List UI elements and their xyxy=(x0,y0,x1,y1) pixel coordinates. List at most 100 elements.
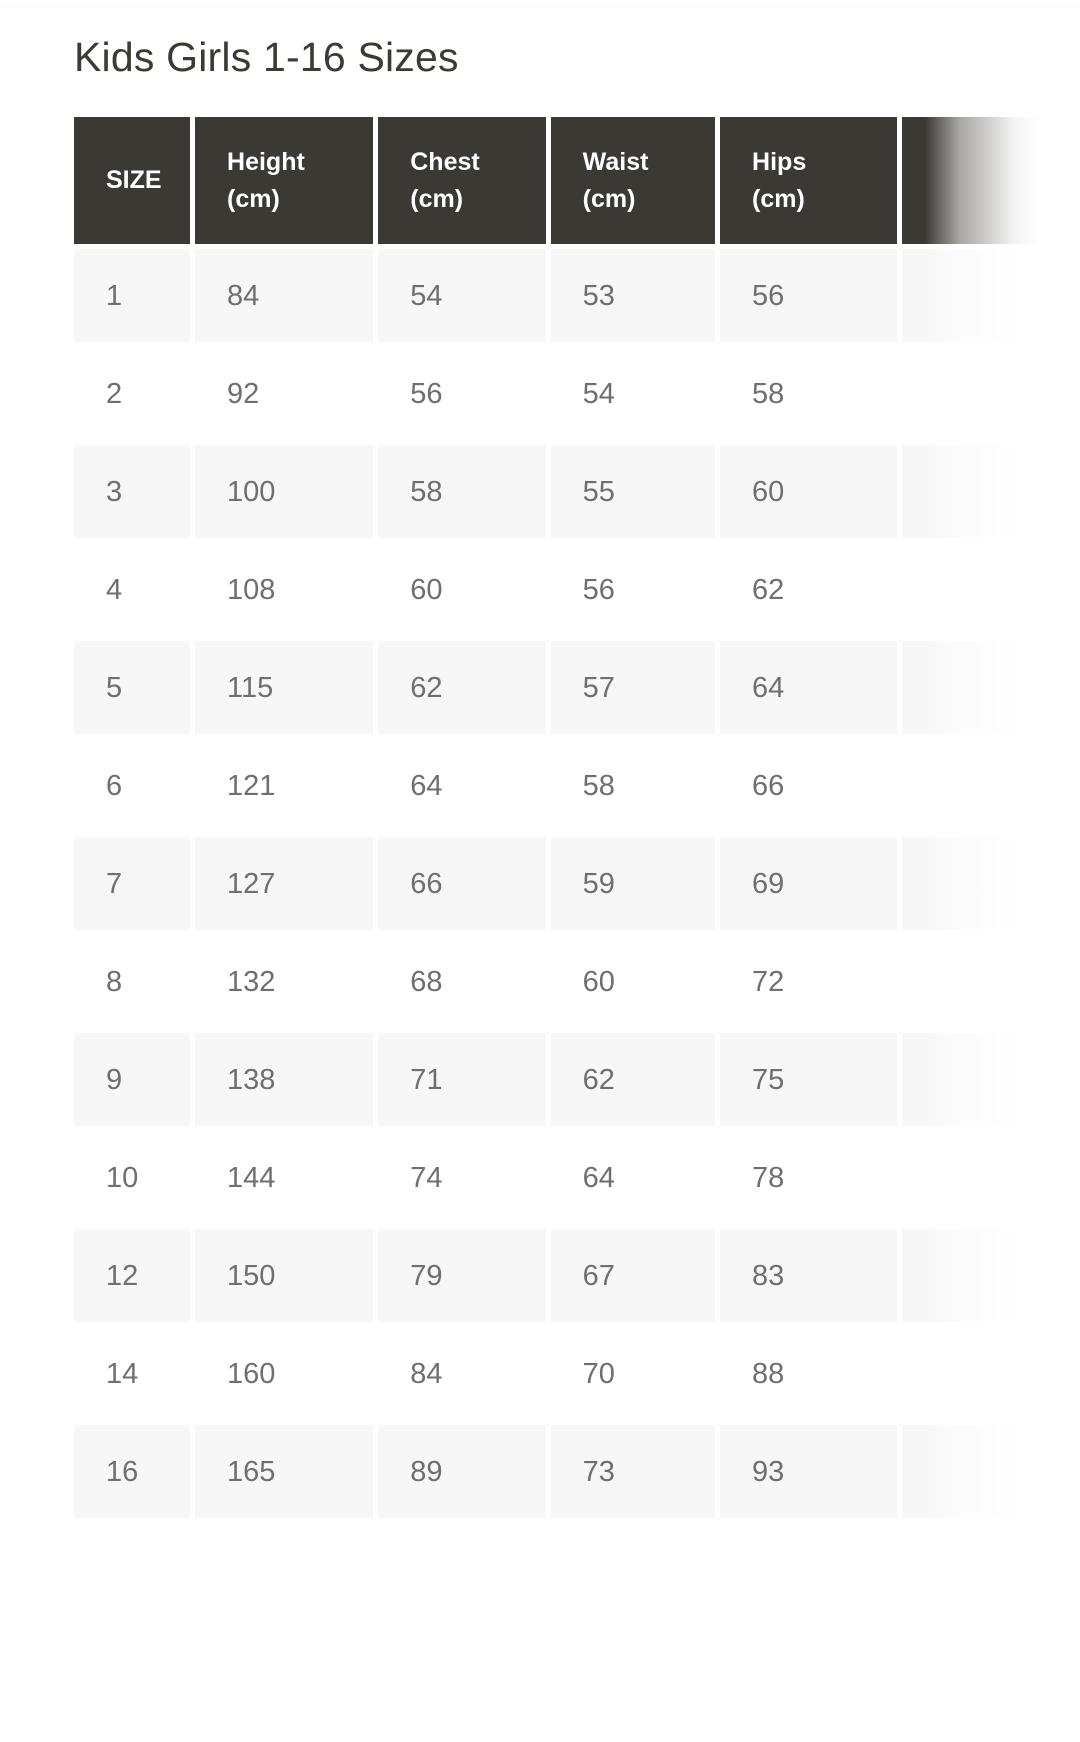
cell-hips: 88 xyxy=(720,1327,897,1420)
cell-chest: 58 xyxy=(378,445,546,538)
table-row: 4 108 60 56 62 xyxy=(74,543,1075,636)
column-header-unit: (cm) xyxy=(752,184,805,213)
cell-waist: 53 xyxy=(550,249,716,342)
cell-height: 144 xyxy=(195,1131,374,1224)
cell-chest: 71 xyxy=(378,1033,546,1126)
table-header: SIZE Height (cm) Chest (cm) Waist (cm) Hips (cm) xyxy=(74,117,1075,244)
cell-height: 138 xyxy=(195,1033,374,1126)
column-header-label: Waist xyxy=(582,147,649,176)
table-row: 2 92 56 54 58 xyxy=(74,347,1075,440)
table-header-row: SIZE Height (cm) Chest (cm) Waist (cm) Hips (cm) xyxy=(74,117,1075,244)
cell-chest: 68 xyxy=(378,935,546,1028)
cell-size: 16 xyxy=(74,1425,191,1518)
table-row: 1 84 54 53 56 xyxy=(74,249,1075,342)
cell-size: 14 xyxy=(74,1327,191,1420)
cell-chest: 56 xyxy=(378,347,546,440)
cell-overflow-spacer xyxy=(901,641,1075,734)
cell-chest: 89 xyxy=(378,1425,546,1518)
table-row: 5 115 62 57 64 xyxy=(74,641,1075,734)
cell-size: 2 xyxy=(74,347,191,440)
cell-overflow-spacer xyxy=(901,1425,1075,1518)
cell-overflow-spacer xyxy=(901,1131,1075,1224)
cell-hips: 58 xyxy=(720,347,897,440)
cell-height: 160 xyxy=(195,1327,374,1420)
column-header-unit: (cm) xyxy=(582,184,636,213)
cell-waist: 55 xyxy=(550,445,716,538)
cell-waist: 54 xyxy=(550,347,716,440)
cell-waist: 64 xyxy=(550,1131,716,1224)
cell-chest: 84 xyxy=(378,1327,546,1420)
cell-size: 5 xyxy=(74,641,191,734)
cell-hips: 64 xyxy=(720,641,897,734)
column-header-overflow-spacer xyxy=(901,117,1075,244)
cell-overflow-spacer xyxy=(901,347,1075,440)
size-chart-table: SIZE Height (cm) Chest (cm) Waist (cm) Hips (cm)… xyxy=(69,117,1080,1523)
cell-hips: 56 xyxy=(720,249,897,342)
table-row: 6 121 64 58 66 xyxy=(74,739,1075,832)
column-header-label: Height xyxy=(227,147,305,176)
cell-chest: 74 xyxy=(378,1131,546,1224)
cell-chest: 79 xyxy=(378,1229,546,1322)
cell-size: 9 xyxy=(74,1033,191,1126)
cell-hips: 66 xyxy=(720,739,897,832)
cell-size: 4 xyxy=(74,543,191,636)
cell-waist: 70 xyxy=(550,1327,716,1420)
cell-height: 127 xyxy=(195,837,374,930)
cell-size: 12 xyxy=(74,1229,191,1322)
column-header-waist[interactable]: Waist (cm) xyxy=(550,117,716,244)
cell-chest: 64 xyxy=(378,739,546,832)
column-header-unit: (cm) xyxy=(227,184,280,213)
cell-height: 108 xyxy=(195,543,374,636)
column-header-size[interactable]: SIZE xyxy=(74,117,191,244)
cell-size: 1 xyxy=(74,249,191,342)
cell-hips: 75 xyxy=(720,1033,897,1126)
cell-hips: 69 xyxy=(720,837,897,930)
cell-waist: 73 xyxy=(550,1425,716,1518)
column-header-label: SIZE xyxy=(106,166,162,194)
cell-waist: 59 xyxy=(550,837,716,930)
cell-overflow-spacer xyxy=(901,249,1075,342)
cell-height: 100 xyxy=(195,445,374,538)
top-divider xyxy=(0,3,1080,8)
table-row: 16 165 89 73 93 xyxy=(74,1425,1075,1518)
cell-height: 121 xyxy=(195,739,374,832)
cell-waist: 67 xyxy=(550,1229,716,1322)
table-row: 10 144 74 64 78 xyxy=(74,1131,1075,1224)
cell-height: 132 xyxy=(195,935,374,1028)
cell-size: 3 xyxy=(74,445,191,538)
cell-waist: 56 xyxy=(550,543,716,636)
cell-hips: 93 xyxy=(720,1425,897,1518)
table-row: 8 132 68 60 72 xyxy=(74,935,1075,1028)
page-title: Kids Girls 1-16 Sizes xyxy=(74,34,459,80)
cell-height: 115 xyxy=(195,641,374,734)
cell-overflow-spacer xyxy=(901,445,1075,538)
cell-size: 10 xyxy=(74,1131,191,1224)
cell-waist: 57 xyxy=(550,641,716,734)
cell-height: 84 xyxy=(195,249,374,342)
cell-overflow-spacer xyxy=(901,935,1075,1028)
table-row: 12 150 79 67 83 xyxy=(74,1229,1075,1322)
cell-height: 92 xyxy=(195,347,374,440)
table-row: 14 160 84 70 88 xyxy=(74,1327,1075,1420)
cell-chest: 60 xyxy=(378,543,546,636)
cell-overflow-spacer xyxy=(901,739,1075,832)
cell-height: 165 xyxy=(195,1425,374,1518)
cell-chest: 54 xyxy=(378,249,546,342)
cell-size: 8 xyxy=(74,935,191,1028)
column-header-height[interactable]: Height (cm) xyxy=(195,117,374,244)
cell-waist: 60 xyxy=(550,935,716,1028)
cell-overflow-spacer xyxy=(901,543,1075,636)
column-header-unit: (cm) xyxy=(410,184,464,213)
table-body: 1 84 54 53 56 2 92 56 54 58 3 100 58 55 60 4 108 60 56 62 5 1… xyxy=(74,249,1075,1518)
column-header-hips[interactable]: Hips (cm) xyxy=(720,117,897,244)
table-row: 3 100 58 55 60 xyxy=(74,445,1075,538)
cell-overflow-spacer xyxy=(901,1327,1075,1420)
column-header-label: Hips xyxy=(752,147,807,176)
size-table-scroll-container[interactable]: SIZE Height (cm) Chest (cm) Waist (cm) Hips (cm)… xyxy=(0,117,1080,1567)
cell-chest: 66 xyxy=(378,837,546,930)
table-row: 7 127 66 59 69 xyxy=(74,837,1075,930)
cell-hips: 83 xyxy=(720,1229,897,1322)
column-header-label: Chest xyxy=(410,147,480,176)
column-header-chest[interactable]: Chest (cm) xyxy=(378,117,546,244)
